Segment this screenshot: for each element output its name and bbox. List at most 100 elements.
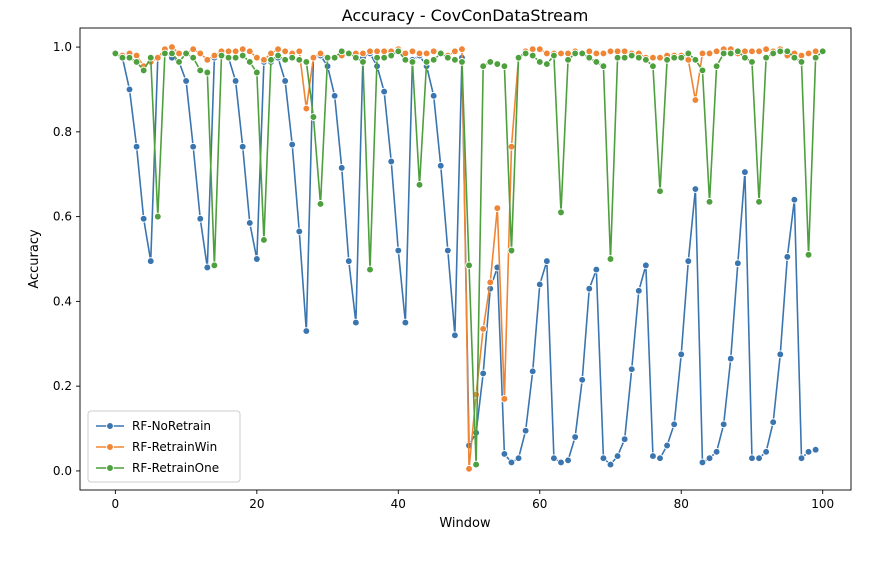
data-point (288, 53, 297, 62)
data-point (401, 318, 410, 327)
y-tick-label: 0.4 (53, 294, 72, 308)
data-point (585, 284, 594, 293)
data-point (344, 49, 353, 58)
data-point (238, 45, 247, 54)
data-point (769, 49, 778, 58)
data-point (542, 60, 551, 68)
data-point (663, 441, 671, 450)
data-point (274, 45, 282, 54)
x-tick-label: 0 (112, 497, 120, 511)
data-point (238, 142, 247, 151)
data-point (620, 435, 629, 443)
data-point (231, 77, 240, 85)
x-tick-label: 100 (811, 497, 834, 511)
data-point (733, 259, 742, 268)
data-point (578, 375, 587, 384)
data-point (366, 47, 374, 56)
data-point (705, 197, 714, 206)
data-point (585, 53, 594, 62)
data-point (741, 47, 749, 56)
data-point (387, 51, 396, 60)
y-tick-label: 1.0 (53, 40, 72, 54)
data-point (726, 354, 735, 363)
data-point (634, 53, 643, 62)
data-point (330, 53, 339, 62)
data-point (260, 55, 268, 64)
data-point (408, 47, 417, 56)
data-point (125, 53, 134, 62)
data-point (500, 62, 509, 71)
data-point (797, 51, 806, 60)
data-point (507, 458, 516, 467)
data-point (642, 261, 650, 270)
data-point (139, 214, 148, 223)
data-point (472, 460, 480, 469)
data-point (175, 58, 183, 66)
data-point (175, 49, 183, 58)
data-point (125, 85, 134, 94)
data-point (146, 257, 155, 265)
data-point (649, 452, 657, 460)
data-point (408, 58, 417, 66)
legend-label: RF-RetrainOne (132, 461, 219, 475)
data-point (245, 47, 254, 56)
data-point (352, 53, 360, 62)
data-point (528, 51, 537, 60)
data-point (684, 257, 693, 265)
data-point (606, 460, 615, 469)
data-point (514, 53, 523, 62)
legend: RF-NoRetrain RF-RetrainWin RF-RetrainOne (87, 410, 241, 483)
x-axis-label: Window (439, 516, 491, 531)
data-point (557, 49, 565, 58)
data-point (189, 53, 198, 62)
data-point (790, 53, 799, 62)
data-point (323, 53, 332, 62)
data-point (373, 53, 381, 62)
data-point (528, 45, 537, 54)
data-point (691, 96, 700, 104)
data-point (811, 445, 820, 454)
data-point (429, 55, 438, 64)
data-point (514, 454, 523, 463)
data-point (550, 454, 558, 463)
data-point (415, 49, 424, 58)
data-point (585, 47, 594, 56)
data-point (769, 418, 778, 427)
data-point (811, 53, 820, 62)
data-point (161, 49, 169, 58)
data-point (153, 53, 162, 62)
data-point (260, 236, 268, 244)
data-point (203, 68, 212, 77)
data-point (698, 458, 707, 467)
data-point (804, 49, 813, 58)
data-point (267, 49, 275, 58)
data-point (733, 47, 742, 56)
data-point (684, 55, 693, 64)
data-point (500, 450, 509, 458)
data-point (281, 55, 289, 64)
data-point (564, 456, 572, 465)
data-point (797, 454, 806, 463)
data-point (748, 47, 756, 56)
legend-swatch-marker (106, 464, 114, 472)
y-axis-label: Accuracy (27, 229, 42, 289)
data-point (465, 261, 473, 270)
data-point (656, 187, 664, 196)
data-point (245, 219, 254, 227)
legend-swatch-marker (106, 422, 114, 430)
data-point (691, 55, 700, 64)
data-point (394, 47, 403, 56)
data-point (415, 180, 424, 189)
data-point (295, 227, 304, 236)
data-point (507, 246, 516, 255)
data-point (309, 53, 318, 62)
data-point (380, 47, 389, 56)
data-point (620, 47, 629, 56)
data-point (804, 250, 813, 259)
data-point (578, 49, 587, 58)
data-point (762, 45, 770, 54)
data-point (776, 350, 785, 359)
data-point (557, 208, 565, 217)
data-point (436, 161, 445, 170)
data-point (620, 53, 629, 62)
